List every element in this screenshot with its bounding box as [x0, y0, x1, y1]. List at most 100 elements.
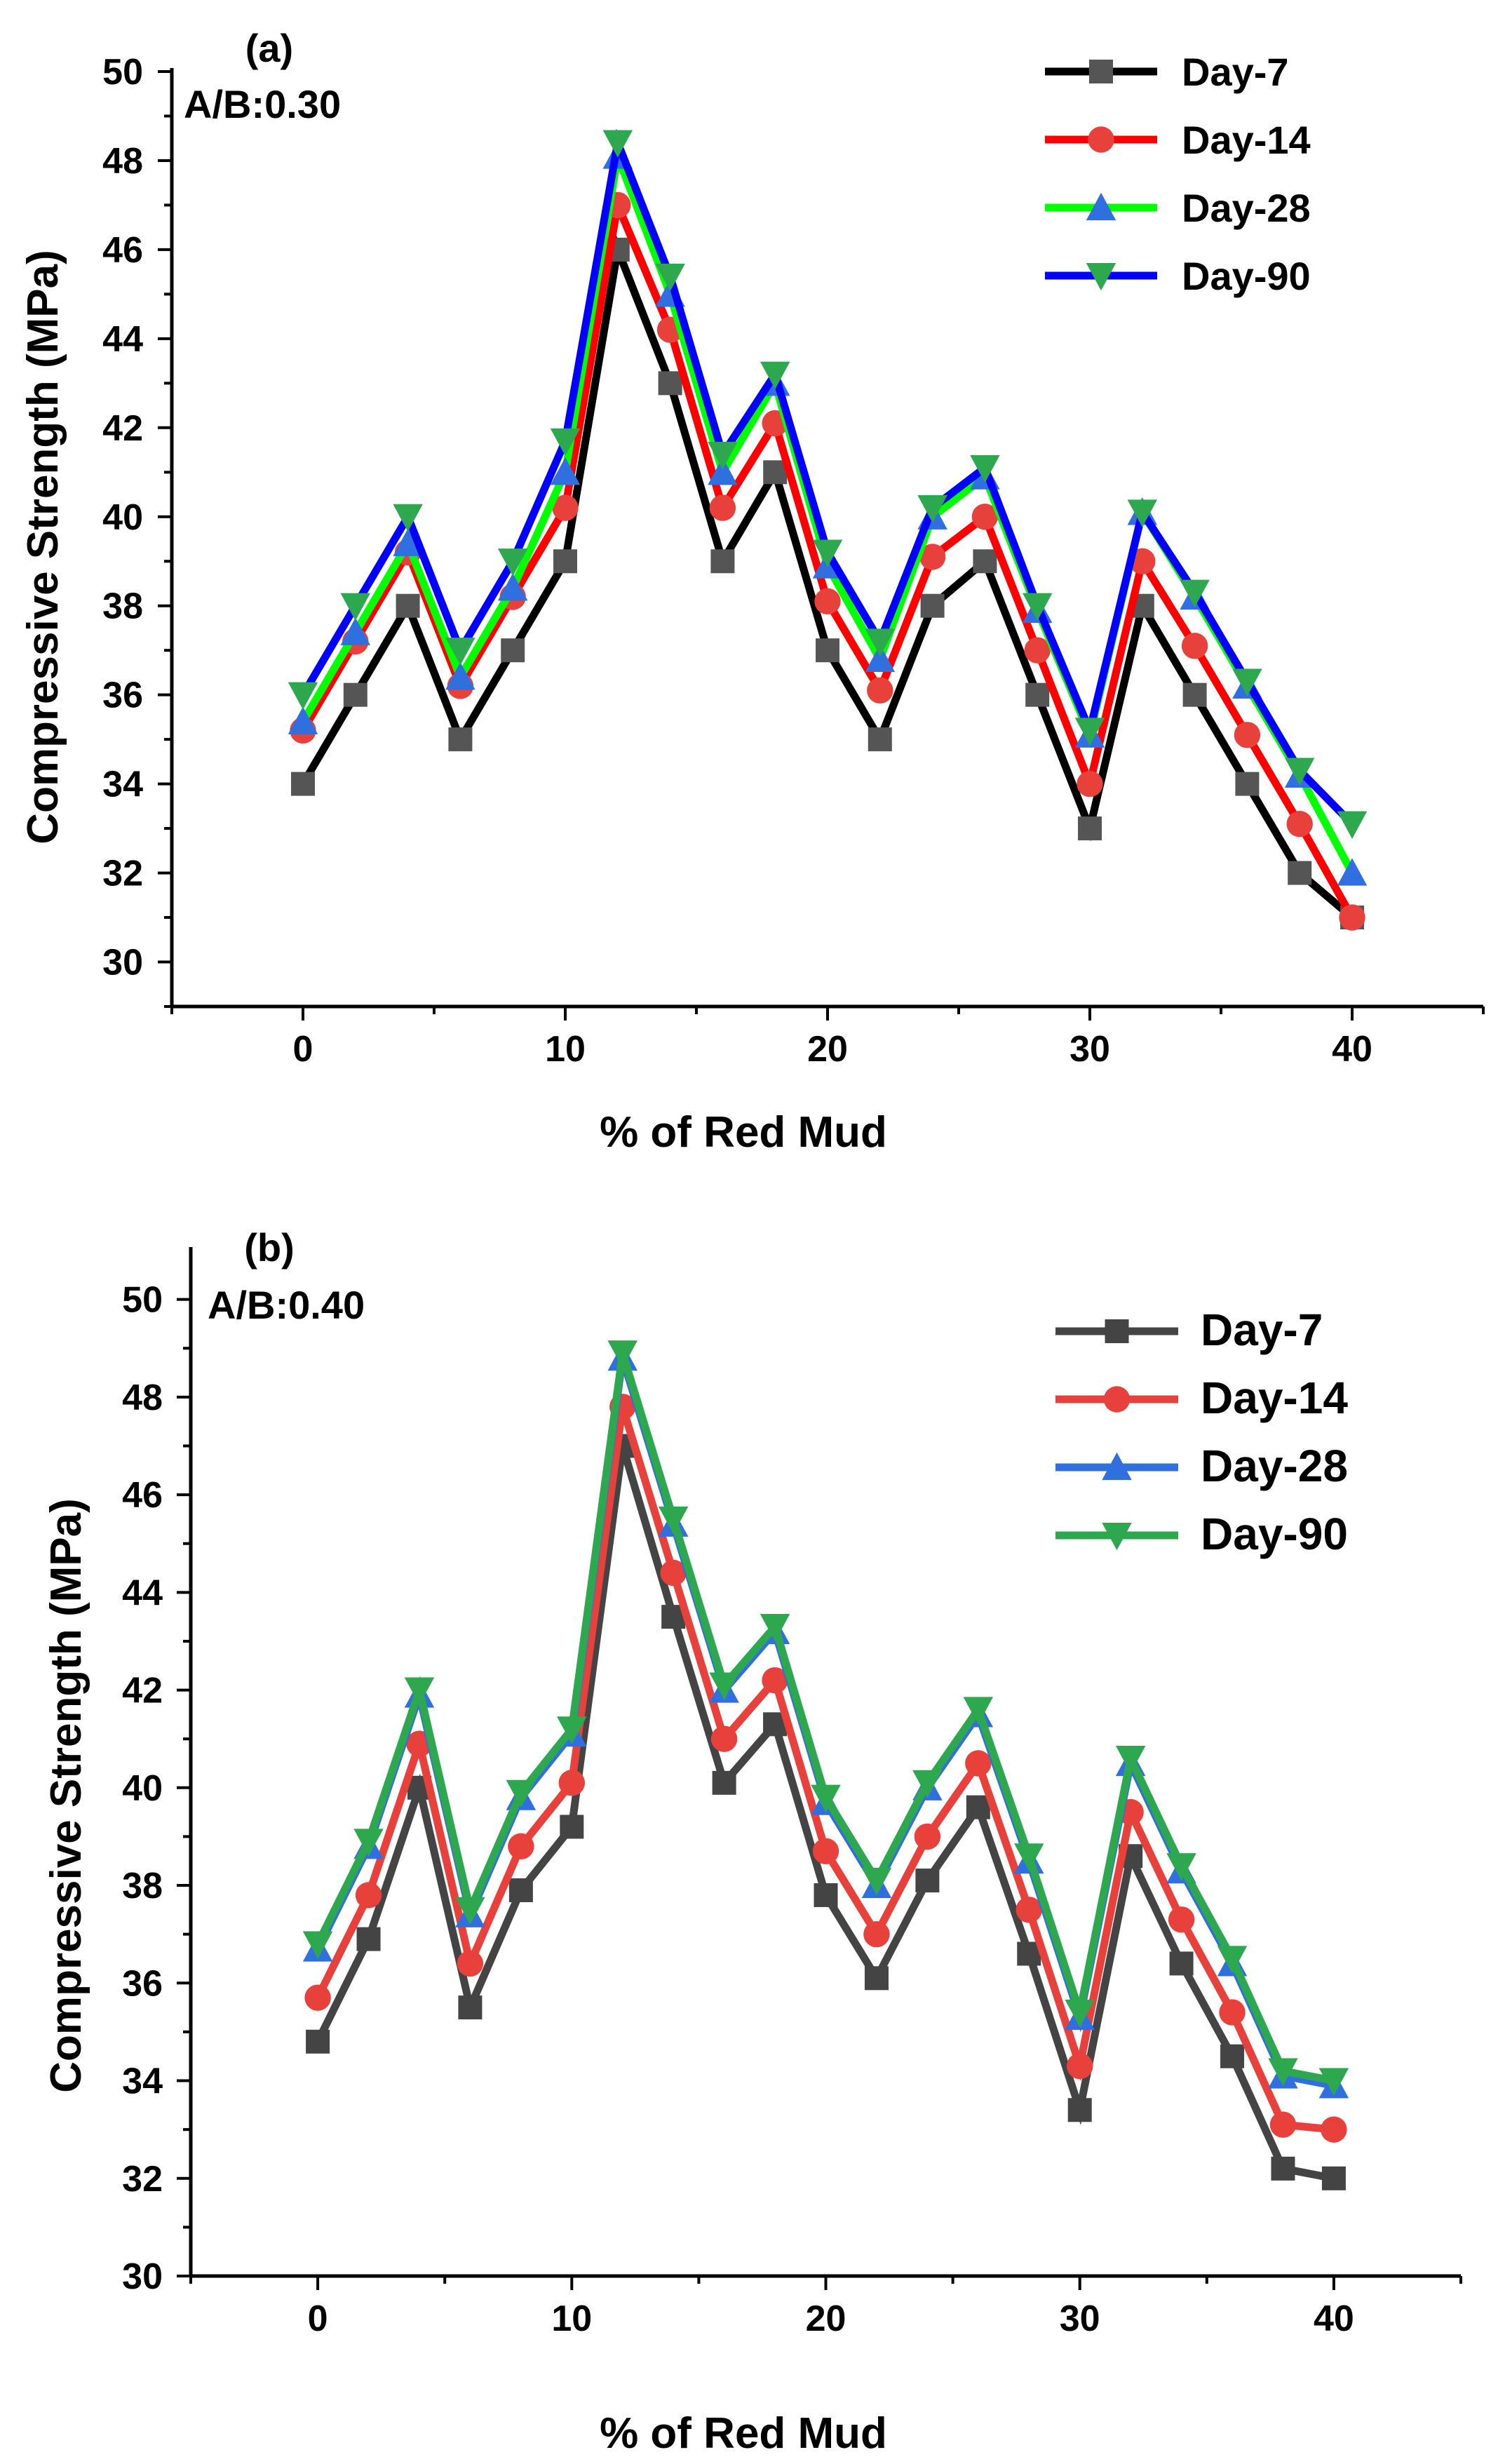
y-tick-label: 32: [102, 854, 143, 894]
data-point: [867, 678, 893, 703]
data-point: [713, 1771, 736, 1795]
data-point: [1287, 811, 1313, 837]
data-point: [1220, 2045, 1244, 2068]
data-point: [1168, 1906, 1194, 1932]
x-tick-label: 40: [1314, 2298, 1354, 2339]
y-tick-label: 30: [102, 943, 143, 983]
data-point: [291, 772, 315, 796]
y-tick-label: 36: [122, 1963, 163, 2004]
x-tick-label: 20: [807, 1029, 848, 1070]
data-point: [356, 1882, 382, 1908]
y-tick-label: 30: [122, 2256, 163, 2297]
data-point: [1270, 2111, 1296, 2137]
ab-ratio-annotation: A/B:0.40: [208, 1283, 365, 1327]
data-point: [304, 1984, 330, 2010]
data-point: [1067, 2053, 1093, 2079]
figure: (a) A/B:0.30 % of Red Mud Compressive St…: [0, 0, 1491, 2464]
data-point: [710, 494, 736, 520]
data-point: [816, 638, 839, 662]
y-tick-label: 46: [122, 1475, 163, 1516]
legend-marker: [1104, 1386, 1130, 1412]
data-point: [306, 2030, 330, 2054]
data-point: [711, 1725, 737, 1751]
x-tick-label: 0: [293, 1029, 313, 1070]
y-tick-label: 42: [122, 1671, 163, 1711]
legend-marker: [1088, 126, 1114, 152]
panel-label: (a): [245, 26, 293, 70]
y-axis-title: Compressive Strength (MPa): [19, 250, 67, 844]
y-tick-label: 42: [102, 408, 143, 449]
legend-marker: [1105, 1319, 1129, 1343]
data-point: [1321, 2116, 1347, 2142]
data-point: [915, 1869, 939, 1892]
x-tick-label: 30: [1070, 1029, 1110, 1070]
data-point: [508, 1833, 534, 1859]
data-point: [1235, 772, 1259, 796]
x-axis-title: % of Red Mud: [600, 2409, 887, 2458]
legend-label: Day-28: [1182, 186, 1311, 230]
data-point: [1077, 771, 1102, 797]
data-point: [1183, 683, 1207, 707]
legend-label: Day-90: [1201, 1509, 1348, 1559]
y-tick-label: 50: [102, 52, 143, 93]
data-point: [1182, 633, 1208, 659]
data-point: [1234, 722, 1260, 748]
y-tick-label: 44: [122, 1573, 163, 1613]
data-point: [396, 594, 420, 618]
data-point: [921, 594, 945, 618]
y-tick-label: 38: [102, 586, 143, 627]
y-tick-label: 34: [122, 2061, 163, 2102]
data-point: [560, 1815, 583, 1839]
x-tick-label: 20: [806, 2298, 846, 2339]
data-point: [344, 683, 367, 707]
y-tick-label: 32: [122, 2159, 163, 2200]
y-axis-title: Compressive Strength (MPa): [42, 1498, 90, 2093]
data-point: [458, 1995, 482, 2019]
x-axis-title: % of Red Mud: [600, 1108, 887, 1157]
x-tick-label: 30: [1060, 2298, 1100, 2339]
y-tick-label: 40: [102, 497, 143, 538]
legend-label: Day-7: [1182, 50, 1289, 94]
x-tick-label: 10: [551, 2298, 592, 2339]
y-tick-label: 48: [102, 141, 143, 182]
data-point: [813, 1838, 839, 1864]
data-point: [357, 1927, 381, 1951]
y-tick-label: 50: [122, 1280, 163, 1321]
data-point: [710, 549, 734, 573]
data-point: [1068, 2098, 1092, 2122]
data-point: [553, 549, 577, 573]
data-point: [965, 1750, 991, 1776]
legend-label: Day-7: [1201, 1305, 1323, 1355]
data-point: [1219, 1999, 1245, 2025]
y-tick-label: 46: [102, 230, 143, 271]
data-point: [559, 1770, 585, 1796]
data-point: [863, 1921, 889, 1947]
y-tick-label: 48: [122, 1378, 163, 1418]
legend-label: Day-14: [1201, 1373, 1348, 1423]
data-point: [1322, 2167, 1346, 2190]
data-point: [1025, 683, 1049, 707]
data-point: [814, 1883, 838, 1907]
legend-label: Day-28: [1201, 1441, 1348, 1491]
data-point: [1078, 816, 1102, 840]
data-point: [457, 1951, 483, 1977]
data-point: [814, 588, 840, 614]
data-point: [915, 1824, 940, 1850]
data-point: [973, 549, 997, 573]
x-tick-label: 0: [308, 2298, 328, 2339]
data-point: [1288, 861, 1311, 885]
data-point: [865, 1966, 889, 1990]
data-point: [659, 371, 682, 395]
ab-ratio-annotation: A/B:0.30: [184, 82, 341, 126]
data-point: [1170, 1951, 1194, 1975]
y-tick-label: 36: [102, 675, 143, 716]
legend-label: Day-90: [1182, 254, 1311, 298]
y-tick-label: 38: [122, 1866, 163, 1906]
y-tick-label: 40: [122, 1768, 163, 1809]
data-point: [501, 638, 525, 662]
data-point: [509, 1878, 533, 1902]
panel-label: (b): [244, 1225, 295, 1270]
data-point: [1339, 904, 1365, 930]
data-point: [868, 727, 892, 751]
x-tick-label: 10: [545, 1029, 586, 1070]
